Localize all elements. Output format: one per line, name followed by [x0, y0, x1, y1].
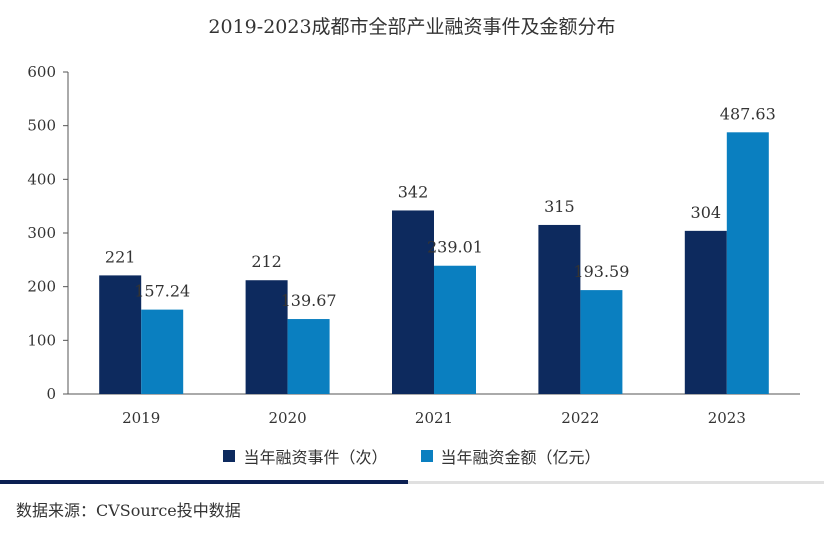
y-tick-label: 500	[27, 117, 56, 135]
y-tick-label: 100	[27, 331, 56, 349]
data-label: 239.01	[427, 238, 483, 257]
x-tick-label: 2021	[415, 409, 453, 427]
legend-item-amount: 当年融资金额（亿元）	[420, 444, 601, 468]
legend-swatch	[420, 450, 433, 462]
bar	[141, 309, 184, 394]
y-tick-label: 600	[27, 63, 56, 81]
bar	[684, 230, 727, 394]
legend-label: 当年融资金额（亿元）	[440, 448, 601, 467]
legend: 当年融资事件（次） 当年融资金额（亿元）	[0, 444, 824, 468]
data-label: 315	[544, 197, 575, 216]
data-label: 342	[398, 182, 429, 201]
divider-dark	[0, 480, 408, 484]
legend-item-events: 当年融资事件（次）	[223, 444, 387, 468]
x-tick-label: 2020	[269, 409, 307, 427]
y-tick-label: 400	[27, 170, 56, 188]
y-tick-label: 0	[46, 385, 56, 403]
bar	[580, 290, 623, 394]
bar	[538, 224, 581, 394]
y-tick-label: 200	[27, 278, 56, 296]
x-tick-label: 2019	[122, 409, 160, 427]
x-tick-label: 2023	[708, 409, 746, 427]
bar-chart: 0 100 200 300 400 500 600 2019 221 157.24 2020 212 1…	[27, 63, 800, 427]
bar	[392, 210, 434, 394]
bar	[99, 275, 142, 394]
source-note: 数据来源：CVSource投中数据	[16, 501, 241, 520]
data-label: 221	[105, 247, 136, 266]
x-tick-label: 2022	[561, 409, 599, 427]
data-label: 139.67	[281, 291, 337, 310]
legend-label: 当年融资事件（次）	[243, 448, 388, 467]
data-label: 304	[691, 203, 722, 222]
y-tick-label: 300	[27, 224, 56, 242]
bar	[726, 132, 769, 394]
data-label: 212	[251, 252, 282, 271]
bar	[287, 319, 330, 394]
data-label: 487.63	[720, 104, 776, 123]
bar	[245, 280, 288, 394]
bar	[434, 265, 476, 394]
data-label: 157.24	[134, 282, 190, 301]
divider-gray	[408, 481, 824, 484]
legend-swatch	[223, 450, 236, 462]
chart-title: 2019-2023成都市全部产业融资事件及金额分布	[208, 16, 616, 38]
data-label: 193.59	[573, 262, 629, 281]
